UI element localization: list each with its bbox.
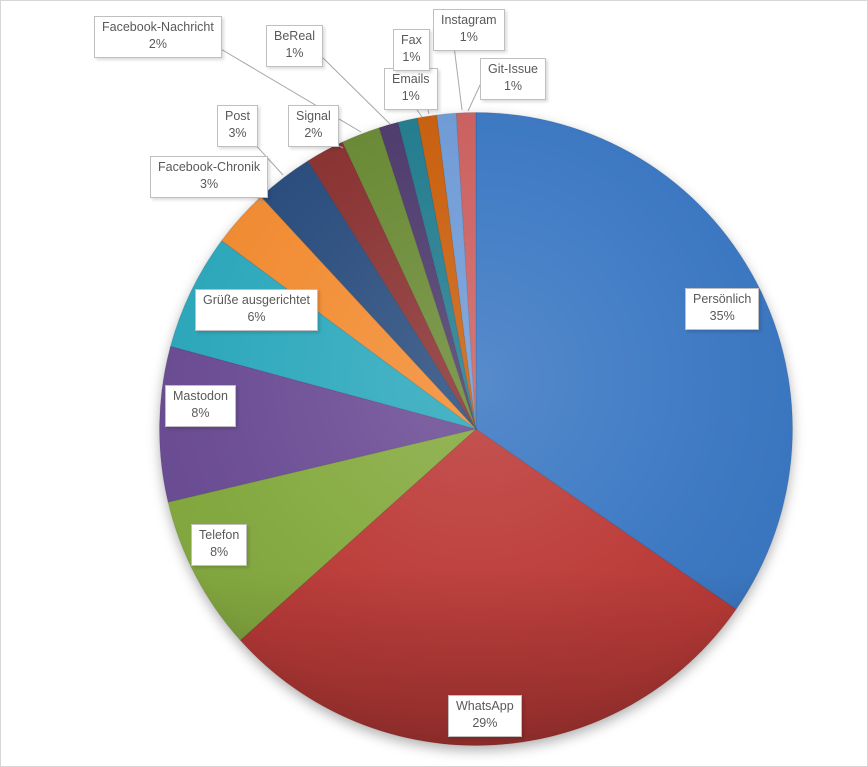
label-pct: 1% [503,79,523,94]
label-emails: Emails 1% [384,68,438,110]
label-text: Git-Issue [488,62,539,76]
label-post: Post 3% [217,105,259,147]
label-pct: 2% [148,37,167,52]
label-pct: 3% [200,177,219,192]
label-bereal: BeReal 1% [266,25,323,67]
label-mastodon: Mastodon 8% [165,385,236,427]
label-persoenlich: Persönlich 35% [685,288,760,330]
label-text: Facebook-Nachricht [102,20,214,34]
label-pct: 1% [401,89,420,104]
label-pct: 8% [210,545,229,560]
label-text: Post [225,109,251,123]
label-fax: Fax 1% [393,29,430,71]
label-pct: 29% [472,716,498,731]
label-gruesse-ausgerichtet: Grüße ausgerichtet 6% [195,289,318,331]
label-text: Signal [296,109,331,123]
label-pct: 8% [191,406,210,421]
label-text: Grüße ausgerichtet [203,293,310,307]
label-text: Facebook-Chronik [158,160,261,174]
pie-bottom-shading [159,112,793,746]
label-instagram: Instagram 1% [433,9,505,51]
label-text: Fax [401,33,422,47]
label-pct: 1% [459,30,478,45]
label-pct: 35% [709,309,735,324]
label-pct: 1% [402,50,421,65]
label-text: Emails [392,72,430,86]
label-pct: 1% [285,46,304,61]
label-text: WhatsApp [456,699,514,713]
label-pct: 2% [304,126,323,141]
leader-line-git-issue [467,82,482,112]
label-signal: Signal 2% [288,105,339,147]
label-git-issue: Git-Issue 1% [480,58,547,100]
label-pct: 3% [228,126,247,141]
label-text: BeReal [274,29,315,43]
label-text: Telefon [199,528,240,542]
label-text: Persönlich [693,292,752,306]
leader-line-instagram [453,45,463,111]
label-facebook-nachricht: Facebook-Nachricht 2% [94,16,222,58]
label-text: Mastodon [173,389,228,403]
label-text: Instagram [441,13,497,27]
leader-line-bereal [318,53,391,125]
label-telefon: Telefon 8% [191,524,248,566]
label-whatsapp: WhatsApp 29% [448,695,522,737]
label-facebook-chronik: Facebook-Chronik 3% [150,156,269,198]
label-pct: 6% [247,310,266,325]
